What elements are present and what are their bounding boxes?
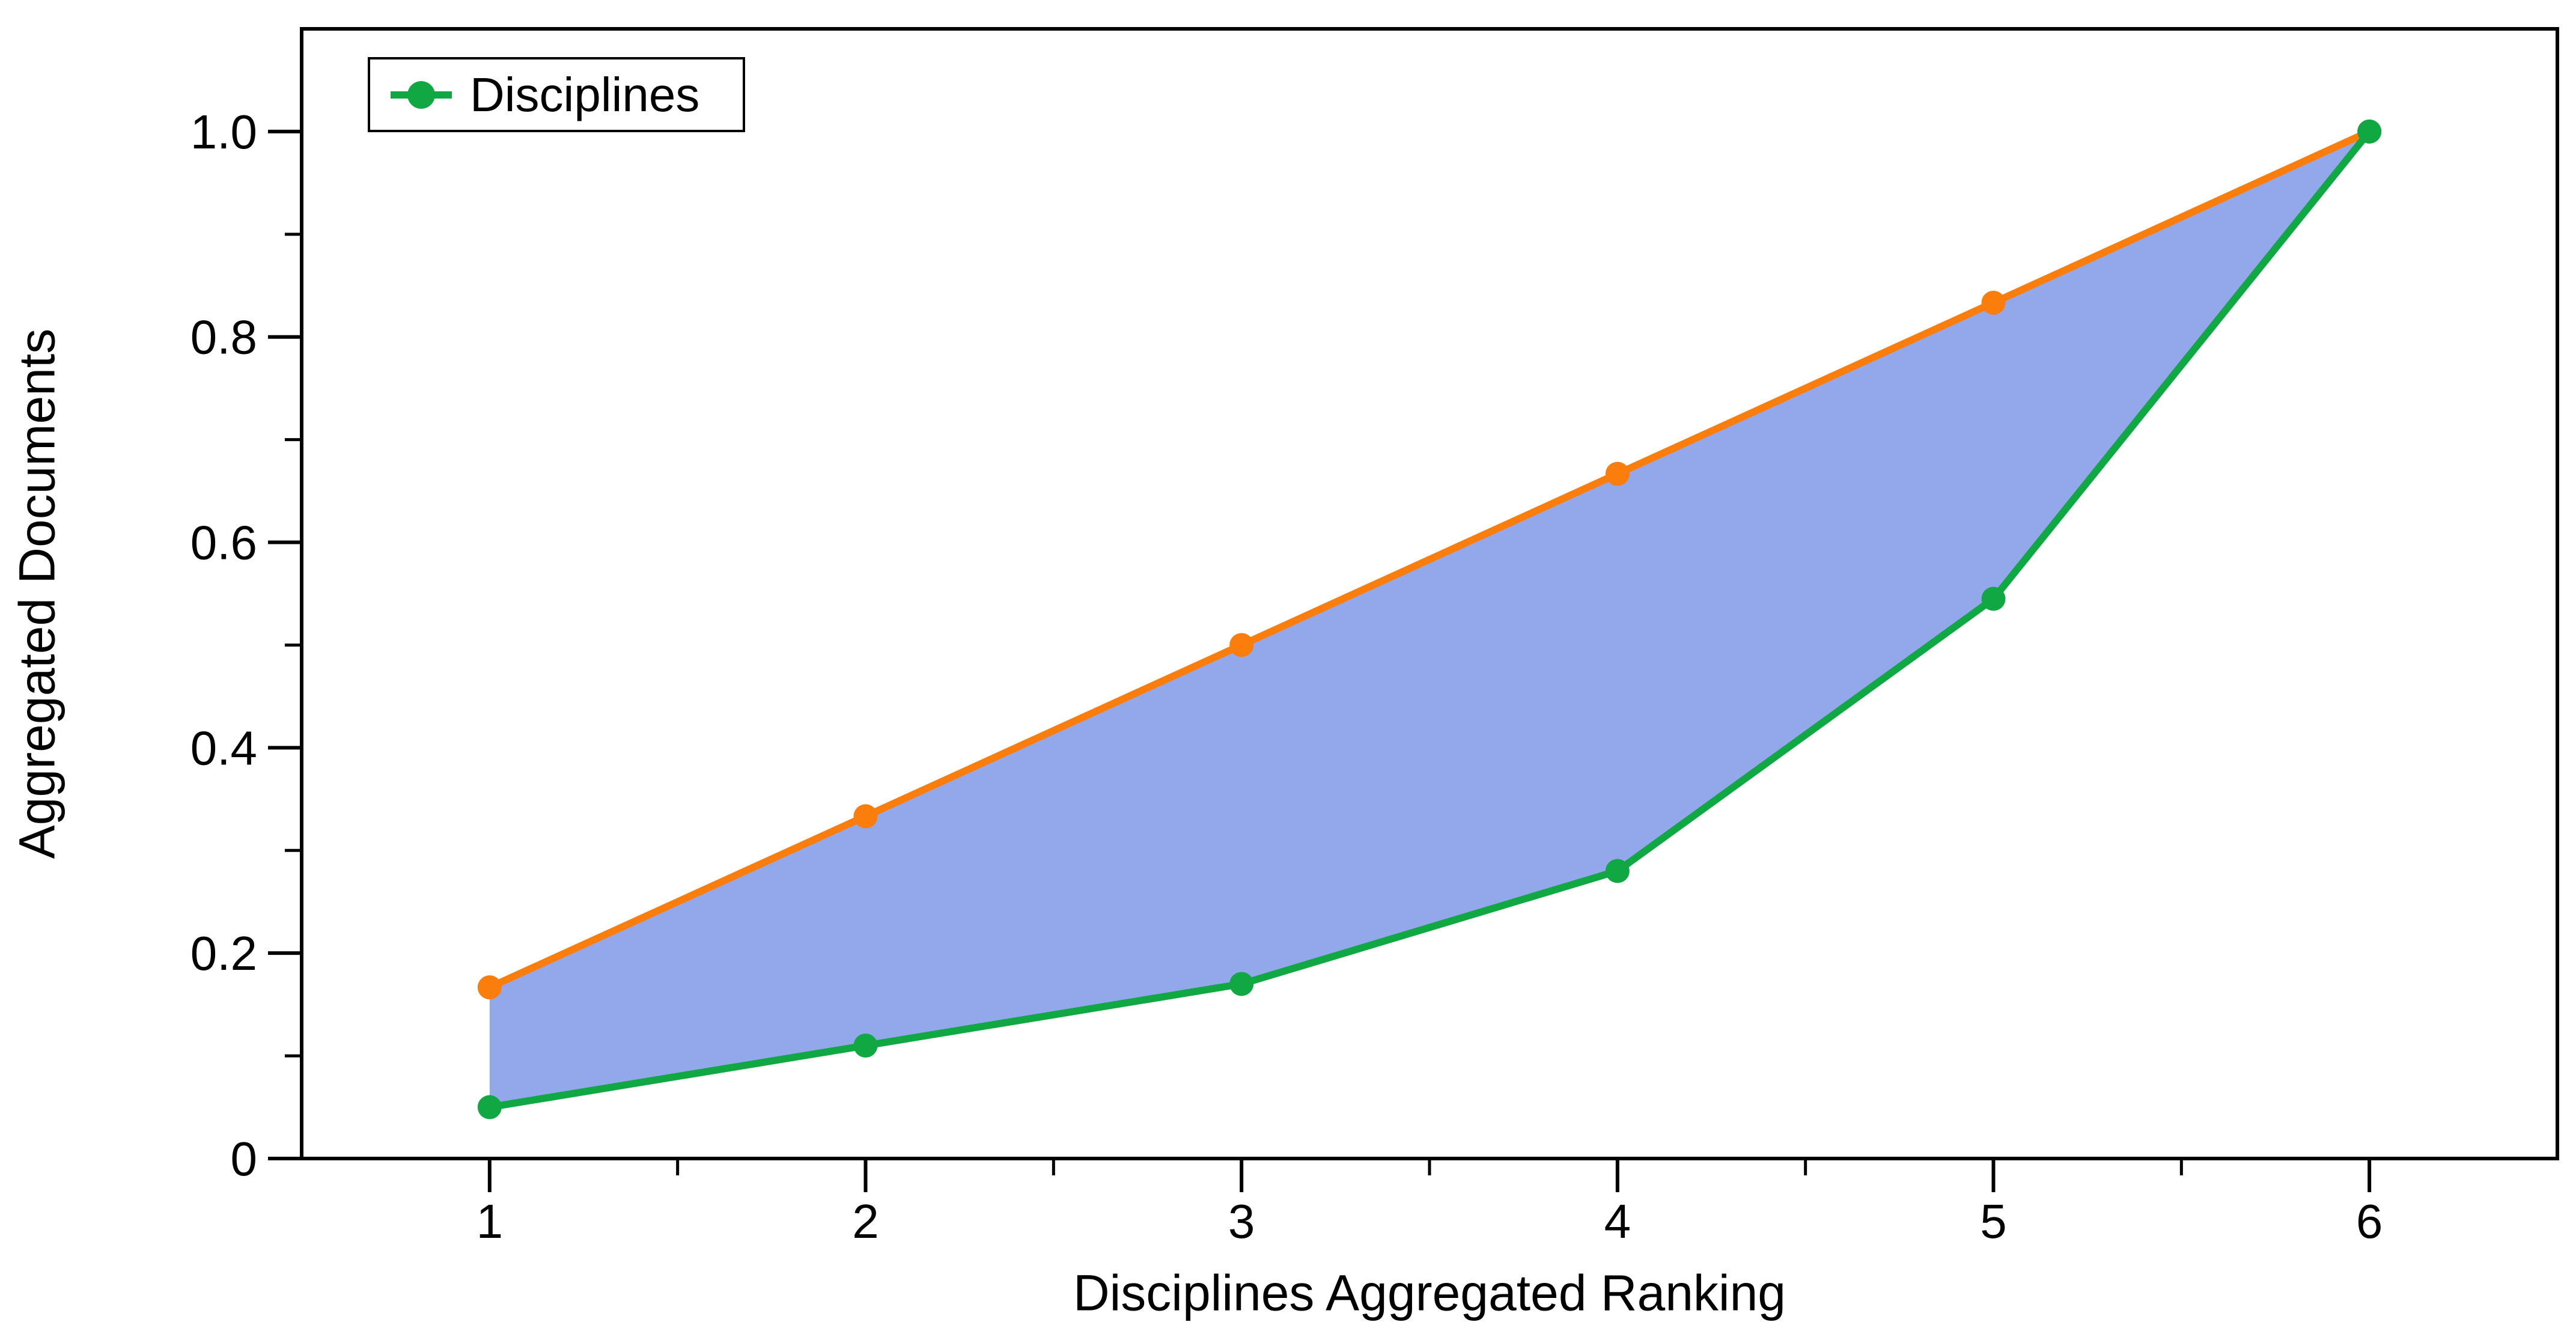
y-tick-label-0.6: 0.6 [190,516,257,570]
data-point-upper-x2 [853,804,878,829]
x-tick-label-2: 2 [852,1195,879,1248]
series-line-disciplines [486,127,2374,1111]
data-point-disciplines-x5 [1981,586,2006,611]
data-point-disciplines-x2 [853,1034,878,1058]
data-point-disciplines-x3 [1229,972,1254,996]
legend: Disciplines [368,57,745,132]
x-tick-label-3: 3 [1228,1195,1255,1248]
x-tick-label-1: 1 [477,1195,504,1248]
series-line-upper [486,127,2374,991]
y-tick-label-0.4: 0.4 [190,721,257,775]
data-point-disciplines-x4 [1605,859,1630,883]
legend-dot-icon [407,81,435,109]
x-tick-label-6: 6 [2356,1195,2383,1248]
data-point-disciplines-x6 [2357,119,2382,144]
legend-label-disciplines: Disciplines [470,67,700,121]
x-axis-label: Disciplines Aggregated Ranking [1073,1264,1786,1321]
data-point-upper-x4 [1605,461,1630,486]
data-point-upper-x1 [477,975,502,1000]
x-tick-label-5: 5 [1980,1195,2007,1248]
band-fill [489,131,2370,1107]
y-tick-label-0.2: 0.2 [190,927,257,980]
y-tick-label-0.8: 0.8 [190,311,257,364]
x-tick-label-4: 4 [1604,1195,1631,1248]
y-axis-label: Aggregated Documents [8,328,65,859]
legend-line-marker-icon [391,81,452,109]
data-point-disciplines-x1 [477,1095,502,1119]
y-tick-label-0: 0 [231,1132,258,1186]
data-point-upper-x5 [1981,290,2006,315]
data-point-upper-x3 [1229,633,1254,657]
y-tick-label-1: 1.0 [190,105,257,159]
